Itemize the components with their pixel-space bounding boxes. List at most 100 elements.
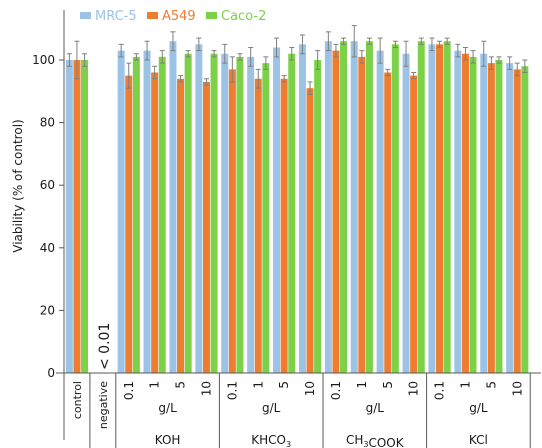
y-axis-ticks: 0 20 40 60 80 100 bbox=[32, 53, 64, 380]
bar-mrc-5-7 bbox=[247, 56, 255, 374]
y-tick-label: 80 bbox=[40, 116, 55, 130]
subscript: 3 bbox=[363, 440, 368, 448]
x-tick-label-10: 0.1 bbox=[329, 381, 343, 400]
group-unit-label: g/L bbox=[262, 401, 281, 415]
bar-caco-2-9 bbox=[314, 60, 322, 373]
chart-legend: MRC-5 A549 Caco-2 bbox=[80, 9, 266, 24]
bar-a549-15 bbox=[461, 53, 469, 374]
x-tick-label-15: 1 bbox=[458, 381, 472, 389]
x-axis-labels: control negative 0.1 1 5 10 0.1 1 5 10 0.1 1 5 10 0.1 1… bbox=[71, 323, 524, 429]
bar-caco-2-12 bbox=[391, 44, 399, 373]
bar-caco-2-2 bbox=[132, 56, 140, 374]
y-tick-label: 20 bbox=[40, 303, 55, 317]
bar-mrc-5-16 bbox=[480, 53, 488, 374]
bar-mrc-5-5 bbox=[195, 44, 203, 373]
bar-mrc-5-15 bbox=[454, 50, 462, 374]
subscript: 3 bbox=[286, 440, 291, 448]
y-axis-label: Viability (% of control) bbox=[11, 119, 25, 252]
bar-a549-11 bbox=[358, 56, 366, 374]
bar-a549-0 bbox=[73, 60, 81, 373]
bar-mrc-5-4 bbox=[169, 41, 177, 373]
x-tick-label-17: 10 bbox=[510, 381, 524, 396]
bar-caco-2-8 bbox=[288, 53, 296, 374]
bar-caco-2-7 bbox=[262, 63, 270, 373]
name-part: CH bbox=[346, 433, 363, 447]
chart-error-bars bbox=[66, 25, 528, 95]
x-tick-label-8: 5 bbox=[277, 381, 291, 389]
legend-label-caco-2: Caco-2 bbox=[221, 9, 266, 24]
x-tick-label-11: 1 bbox=[355, 381, 369, 389]
y-tick-label: 60 bbox=[40, 178, 55, 192]
x-tick-label-3: 1 bbox=[148, 381, 162, 389]
x-tick-label-1: negative bbox=[97, 381, 110, 429]
bar-mrc-5-17 bbox=[506, 63, 514, 373]
bar-a549-14 bbox=[436, 44, 444, 373]
bar-mrc-5-0 bbox=[65, 60, 73, 373]
bar-a549-3 bbox=[151, 72, 159, 374]
group-name-label: KHCO3 bbox=[251, 433, 291, 448]
group-name-label: CH3COOK bbox=[346, 433, 405, 448]
legend-swatch-a549 bbox=[147, 12, 158, 19]
x-tick-label-13: 10 bbox=[407, 381, 421, 396]
y-tick-label: 0 bbox=[47, 366, 55, 380]
negative-value-annotation: < 0.01 bbox=[97, 323, 113, 370]
bar-caco-2-3 bbox=[158, 56, 166, 374]
x-tick-label-2: 0.1 bbox=[122, 381, 136, 400]
bar-caco-2-5 bbox=[210, 53, 218, 374]
bar-a549-9 bbox=[306, 88, 314, 374]
group-name-label: KOH bbox=[155, 433, 181, 447]
group-name-label: KCl bbox=[469, 433, 488, 447]
bar-a549-13 bbox=[410, 75, 418, 374]
x-tick-label-12: 5 bbox=[381, 381, 395, 389]
bar-a549-12 bbox=[384, 72, 392, 374]
group-unit-label: g/L bbox=[158, 401, 177, 415]
name-part: KHCO bbox=[251, 433, 286, 447]
bar-caco-2-13 bbox=[417, 41, 425, 373]
bar-mrc-5-12 bbox=[376, 50, 384, 374]
bar-a549-10 bbox=[332, 50, 340, 374]
group-unit-label: g/L bbox=[469, 401, 488, 415]
legend-swatch-caco-2 bbox=[206, 12, 217, 19]
bar-a549-7 bbox=[254, 78, 262, 373]
bar-caco-2-4 bbox=[184, 53, 192, 374]
bar-a549-8 bbox=[280, 78, 288, 373]
bar-mrc-5-6 bbox=[221, 53, 229, 374]
bar-mrc-5-9 bbox=[298, 44, 306, 373]
legend-label-mrc-5: MRC-5 bbox=[95, 9, 137, 24]
legend-label-a549: A549 bbox=[162, 9, 196, 24]
bar-mrc-5-2 bbox=[117, 50, 125, 374]
bar-caco-2-16 bbox=[495, 60, 503, 373]
bar-a549-6 bbox=[228, 69, 236, 373]
name-part: COOK bbox=[368, 436, 404, 448]
legend-swatch-mrc-5 bbox=[80, 12, 91, 19]
x-tick-label-4: 5 bbox=[174, 381, 188, 389]
y-tick-label: 40 bbox=[40, 241, 55, 255]
bar-caco-2-6 bbox=[236, 56, 244, 374]
bar-caco-2-17 bbox=[521, 66, 529, 373]
bar-caco-2-11 bbox=[365, 41, 373, 373]
bar-a549-16 bbox=[487, 63, 495, 373]
x-tick-label-5: 10 bbox=[199, 381, 213, 396]
name-part: KOH bbox=[155, 433, 181, 447]
group-separators bbox=[63, 373, 531, 448]
bar-mrc-5-13 bbox=[402, 53, 410, 374]
chart-bars bbox=[65, 41, 529, 374]
x-tick-label-16: 5 bbox=[484, 381, 498, 389]
x-tick-label-14: 0.1 bbox=[433, 381, 447, 400]
bar-mrc-5-3 bbox=[143, 50, 151, 374]
x-tick-label-9: 10 bbox=[303, 381, 317, 396]
x-tick-label-0: control bbox=[71, 381, 84, 419]
x-tick-label-7: 1 bbox=[251, 381, 265, 389]
group-unit-label: g/L bbox=[366, 401, 385, 415]
name-part: KCl bbox=[469, 433, 488, 447]
bar-caco-2-10 bbox=[340, 41, 348, 373]
bar-a549-4 bbox=[177, 78, 185, 373]
x-tick-label-6: 0.1 bbox=[225, 381, 239, 400]
bar-caco-2-15 bbox=[469, 56, 477, 374]
bar-a549-2 bbox=[125, 75, 133, 374]
bar-a549-17 bbox=[513, 69, 521, 373]
bar-a549-5 bbox=[202, 81, 210, 373]
y-tick-label: 100 bbox=[32, 53, 55, 67]
